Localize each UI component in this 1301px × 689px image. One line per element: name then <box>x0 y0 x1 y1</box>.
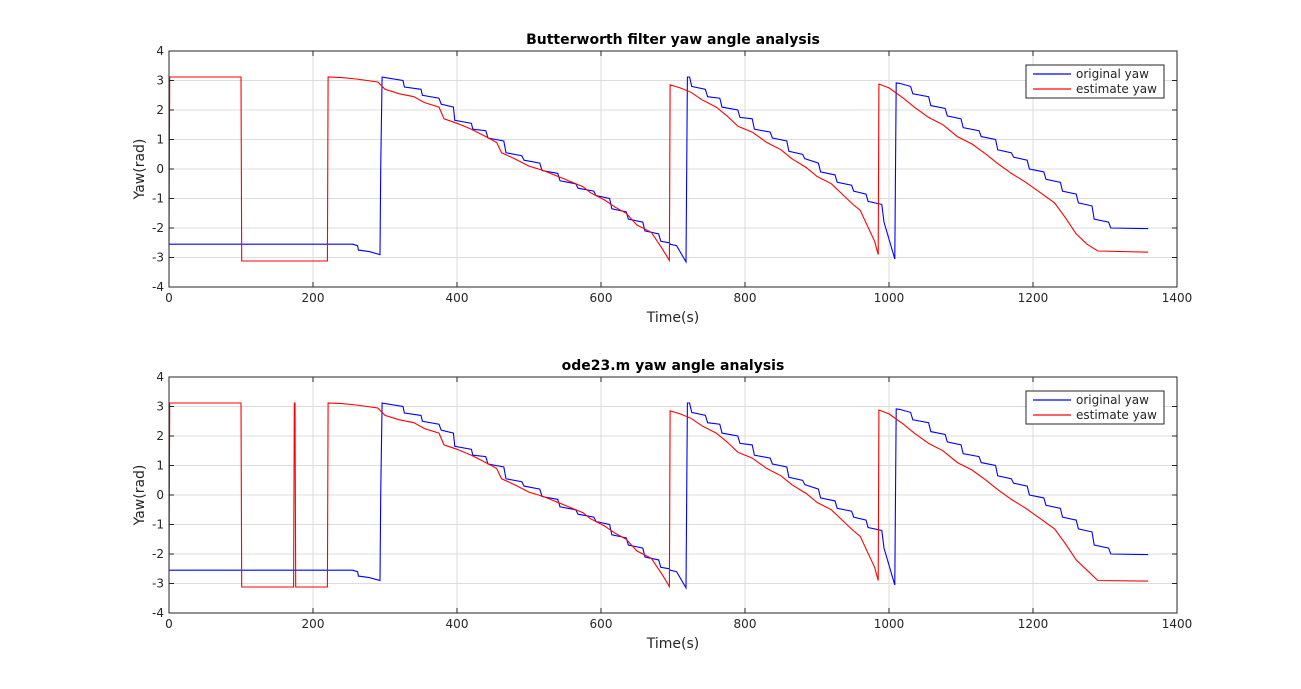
bottom-ytick-label-4: 4 <box>156 370 164 384</box>
bottom-plot-xlabel: Time(s) <box>646 636 699 652</box>
top-ytick-label--2: -2 <box>152 221 164 235</box>
bottom-ytick-label--3: -3 <box>152 577 164 591</box>
bottom-series-estimate-yaw <box>168 402 1149 589</box>
bottom-plot-title: ode23.m yaw angle analysis <box>562 358 785 374</box>
bottom-ytick-label--4: -4 <box>152 606 164 620</box>
bottom-ytick-label-2: 2 <box>156 429 164 443</box>
top-plot-ticks: 0 200 400 600 800 1000 1200 1400 -4 -3 -2 -1 0 1 2 3 4 <box>152 44 1192 305</box>
top-xtick-label-600: 600 <box>590 291 613 305</box>
bottom-plot-lines <box>168 402 1149 590</box>
top-plot-legend: original yaw estimate yaw <box>1025 64 1165 99</box>
top-legend-box <box>1025 64 1165 99</box>
top-xtick-label-200: 200 <box>302 291 325 305</box>
bottom-xtick-label-400: 400 <box>446 617 469 631</box>
bottom-plot-ticks: 0 200 400 600 800 1000 1200 1400 -4 -3 -2 -1 0 1 2 3 4 <box>152 370 1192 631</box>
bottom-legend-label-original-yaw: original yaw <box>1076 393 1149 407</box>
bottom-plot: 0 200 400 600 800 1000 1200 1400 -4 -3 -2 -1 0 1 2 3 4 o… <box>132 358 1192 652</box>
top-ytick-label--4: -4 <box>152 280 164 294</box>
top-ytick-label-1: 1 <box>156 133 164 147</box>
top-ytick-label--1: -1 <box>152 192 164 206</box>
bottom-xtick-label-1000: 1000 <box>874 617 905 631</box>
bottom-ytick-label-3: 3 <box>156 400 164 414</box>
top-xtick-label-400: 400 <box>446 291 469 305</box>
bottom-xtick-label-1200: 1200 <box>1018 617 1049 631</box>
top-plot-lines <box>168 76 1149 264</box>
top-xtick-label-1000: 1000 <box>874 291 905 305</box>
bottom-plot-legend: original yaw estimate yaw <box>1025 390 1165 425</box>
top-xtick-label-800: 800 <box>734 291 757 305</box>
bottom-ytick-label-1: 1 <box>156 459 164 473</box>
top-ytick-label-0: 0 <box>156 162 164 176</box>
top-ytick-label-3: 3 <box>156 74 164 88</box>
top-ytick-label--3: -3 <box>152 251 164 265</box>
top-series-original-yaw <box>169 76 1149 264</box>
top-plot-title: Butterworth filter yaw angle analysis <box>526 32 820 48</box>
top-xtick-label-1400: 1400 <box>1162 291 1193 305</box>
top-xtick-label-1200: 1200 <box>1018 291 1049 305</box>
bottom-xtick-label-800: 800 <box>734 617 757 631</box>
bottom-xtick-label-200: 200 <box>302 617 325 631</box>
top-ytick-label-4: 4 <box>156 44 164 58</box>
bottom-legend-box <box>1025 390 1165 425</box>
top-ytick-label-2: 2 <box>156 103 164 117</box>
bottom-ytick-label-0: 0 <box>156 488 164 502</box>
top-plot-ylabel: Yaw(rad) <box>132 139 148 201</box>
top-plot: 0 200 400 600 800 1000 1200 1400 -4 -3 -2 -1 0 1 2 3 4 B… <box>132 32 1192 326</box>
bottom-series-original-yaw <box>169 402 1149 590</box>
top-series-estimate-yaw <box>168 76 1149 263</box>
bottom-ytick-label--2: -2 <box>152 547 164 561</box>
bottom-xtick-label-0: 0 <box>165 617 173 631</box>
top-plot-xlabel: Time(s) <box>646 310 699 326</box>
bottom-ytick-label--1: -1 <box>152 518 164 532</box>
bottom-xtick-label-1400: 1400 <box>1162 617 1193 631</box>
bottom-plot-ylabel: Yaw(rad) <box>132 465 148 527</box>
top-legend-label-estimate-yaw: estimate yaw <box>1076 82 1157 96</box>
top-xtick-label-0: 0 <box>165 291 173 305</box>
bottom-xtick-label-600: 600 <box>590 617 613 631</box>
top-legend-label-original-yaw: original yaw <box>1076 67 1149 81</box>
bottom-legend-label-estimate-yaw: estimate yaw <box>1076 408 1157 422</box>
